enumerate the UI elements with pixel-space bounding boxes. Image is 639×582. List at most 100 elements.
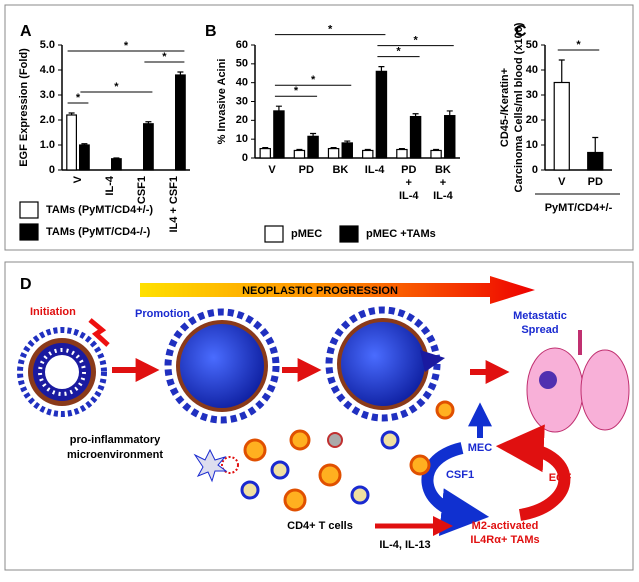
y-tick-label: 50	[236, 58, 248, 70]
significance-label: *	[76, 92, 81, 104]
bar	[273, 110, 285, 159]
legend-swatch	[264, 225, 284, 243]
legend-swatch	[19, 223, 39, 241]
lightning	[88, 318, 110, 347]
mec-label: MEC	[468, 442, 493, 454]
error-bar	[275, 105, 282, 111]
neutrophil	[327, 432, 343, 448]
lung	[526, 347, 584, 433]
y-tick-label: 0	[532, 164, 538, 176]
t-cell	[380, 430, 400, 450]
frame-top	[4, 4, 634, 251]
macrophage	[435, 400, 455, 420]
error-bar	[558, 59, 565, 83]
significance-label: *	[162, 51, 167, 63]
csf1-label: CSF1	[446, 469, 474, 481]
y-tick-label: 20	[526, 114, 538, 126]
progression-arrow	[140, 276, 535, 304]
tcells-label: CD4+ T cells	[287, 520, 353, 532]
tams-label: M2-activated	[472, 520, 539, 532]
t-cell	[270, 460, 290, 480]
panel-letter: C	[515, 23, 527, 40]
x-tick-label: PD	[588, 176, 603, 188]
error-bar	[378, 66, 385, 72]
stroma	[164, 308, 280, 424]
macrophage	[409, 454, 431, 476]
microenvironment-label: pro-inflammatory	[70, 434, 161, 446]
bar	[327, 147, 340, 159]
bar	[587, 151, 604, 171]
cells	[193, 400, 455, 512]
cytokines-label: IL-4, IL-13	[379, 539, 430, 551]
charts: A EGF Expression (Fold) 0 1.0 2.0 3.0 4.0 5.0 V I…	[18, 22, 620, 243]
macrophage	[318, 463, 342, 487]
x-tick-label: CSF1	[136, 176, 148, 204]
stroma	[325, 306, 441, 422]
egf-label: EGF	[549, 472, 572, 484]
dendritic-cell	[193, 448, 228, 483]
y-axis-label: % Invasive Acini	[216, 59, 228, 145]
legend-label: pMEC	[291, 228, 322, 240]
duct	[38, 348, 86, 396]
duct	[180, 324, 264, 408]
egf-arrow	[495, 424, 571, 521]
macrophage	[283, 488, 307, 512]
macrophage	[243, 438, 267, 462]
bar	[553, 81, 570, 171]
y-axis-label: CD45-/Keratin+	[499, 68, 511, 147]
significance-label: *	[328, 24, 333, 36]
bar	[293, 149, 306, 159]
significance-label: *	[311, 74, 316, 86]
frame-bottom	[4, 261, 634, 571]
microenvironment-label: microenvironment	[67, 449, 163, 461]
y-tick-label: 30	[526, 89, 538, 101]
x-tick-label: V	[558, 176, 566, 188]
y-tick-label: 1.0	[40, 139, 55, 151]
x-tick-label: V	[268, 164, 276, 176]
y-tick-label: 40	[236, 77, 248, 89]
bar	[66, 114, 78, 171]
metastatic-label: Spread	[521, 324, 558, 336]
y-tick-label: 60	[236, 39, 248, 51]
bar	[307, 135, 319, 159]
macrophage	[289, 429, 311, 451]
y-tick-label: 10	[236, 133, 248, 145]
y-tick-label: 40	[526, 64, 538, 76]
t-cell	[240, 480, 260, 500]
y-tick-label: 5.0	[40, 39, 55, 51]
legend-label: TAMs (PyMT/CD4+/-)	[46, 204, 153, 216]
panel-letter: D	[20, 276, 32, 293]
error-bar	[592, 136, 599, 153]
tams-label: IL4Rα+ TAMs	[470, 534, 539, 546]
y-tick-label: 20	[236, 114, 248, 126]
legend-label: TAMs (PyMT/CD4-/-)	[46, 226, 151, 238]
y-tick-label: 3.0	[40, 89, 55, 101]
promotion-label: Promotion	[135, 308, 190, 320]
y-tick-label: 0	[242, 152, 248, 164]
bar	[341, 142, 353, 159]
y-axis-label: EGF Expression (Fold)	[18, 48, 30, 167]
bar	[143, 123, 154, 171]
stroma	[17, 327, 107, 417]
bar	[409, 115, 422, 159]
lumen	[45, 355, 79, 389]
bar	[444, 115, 456, 159]
bar	[362, 149, 374, 159]
bar	[430, 149, 442, 159]
t-cell	[350, 485, 370, 505]
diagram: D NEOPLASTIC PROGRESSION Initiation Prom…	[17, 276, 630, 551]
y-axis-label: Carcinoma Cells/ml blood (x100)	[513, 22, 525, 192]
invasion	[420, 350, 445, 372]
metastatic-label: Metastatic	[513, 310, 567, 322]
significance-label: *	[576, 39, 581, 51]
bar	[375, 70, 388, 159]
x-tick-label: IL4 + CSF1	[168, 176, 180, 233]
x-tick-label: PD	[299, 164, 314, 176]
legend-swatch	[19, 201, 39, 219]
bar	[110, 158, 122, 171]
significance-label: *	[294, 85, 299, 97]
x-tick-label: BK + IL-4	[433, 164, 453, 202]
duct	[341, 322, 425, 406]
progression-label: NEOPLASTIC PROGRESSION	[242, 285, 398, 297]
